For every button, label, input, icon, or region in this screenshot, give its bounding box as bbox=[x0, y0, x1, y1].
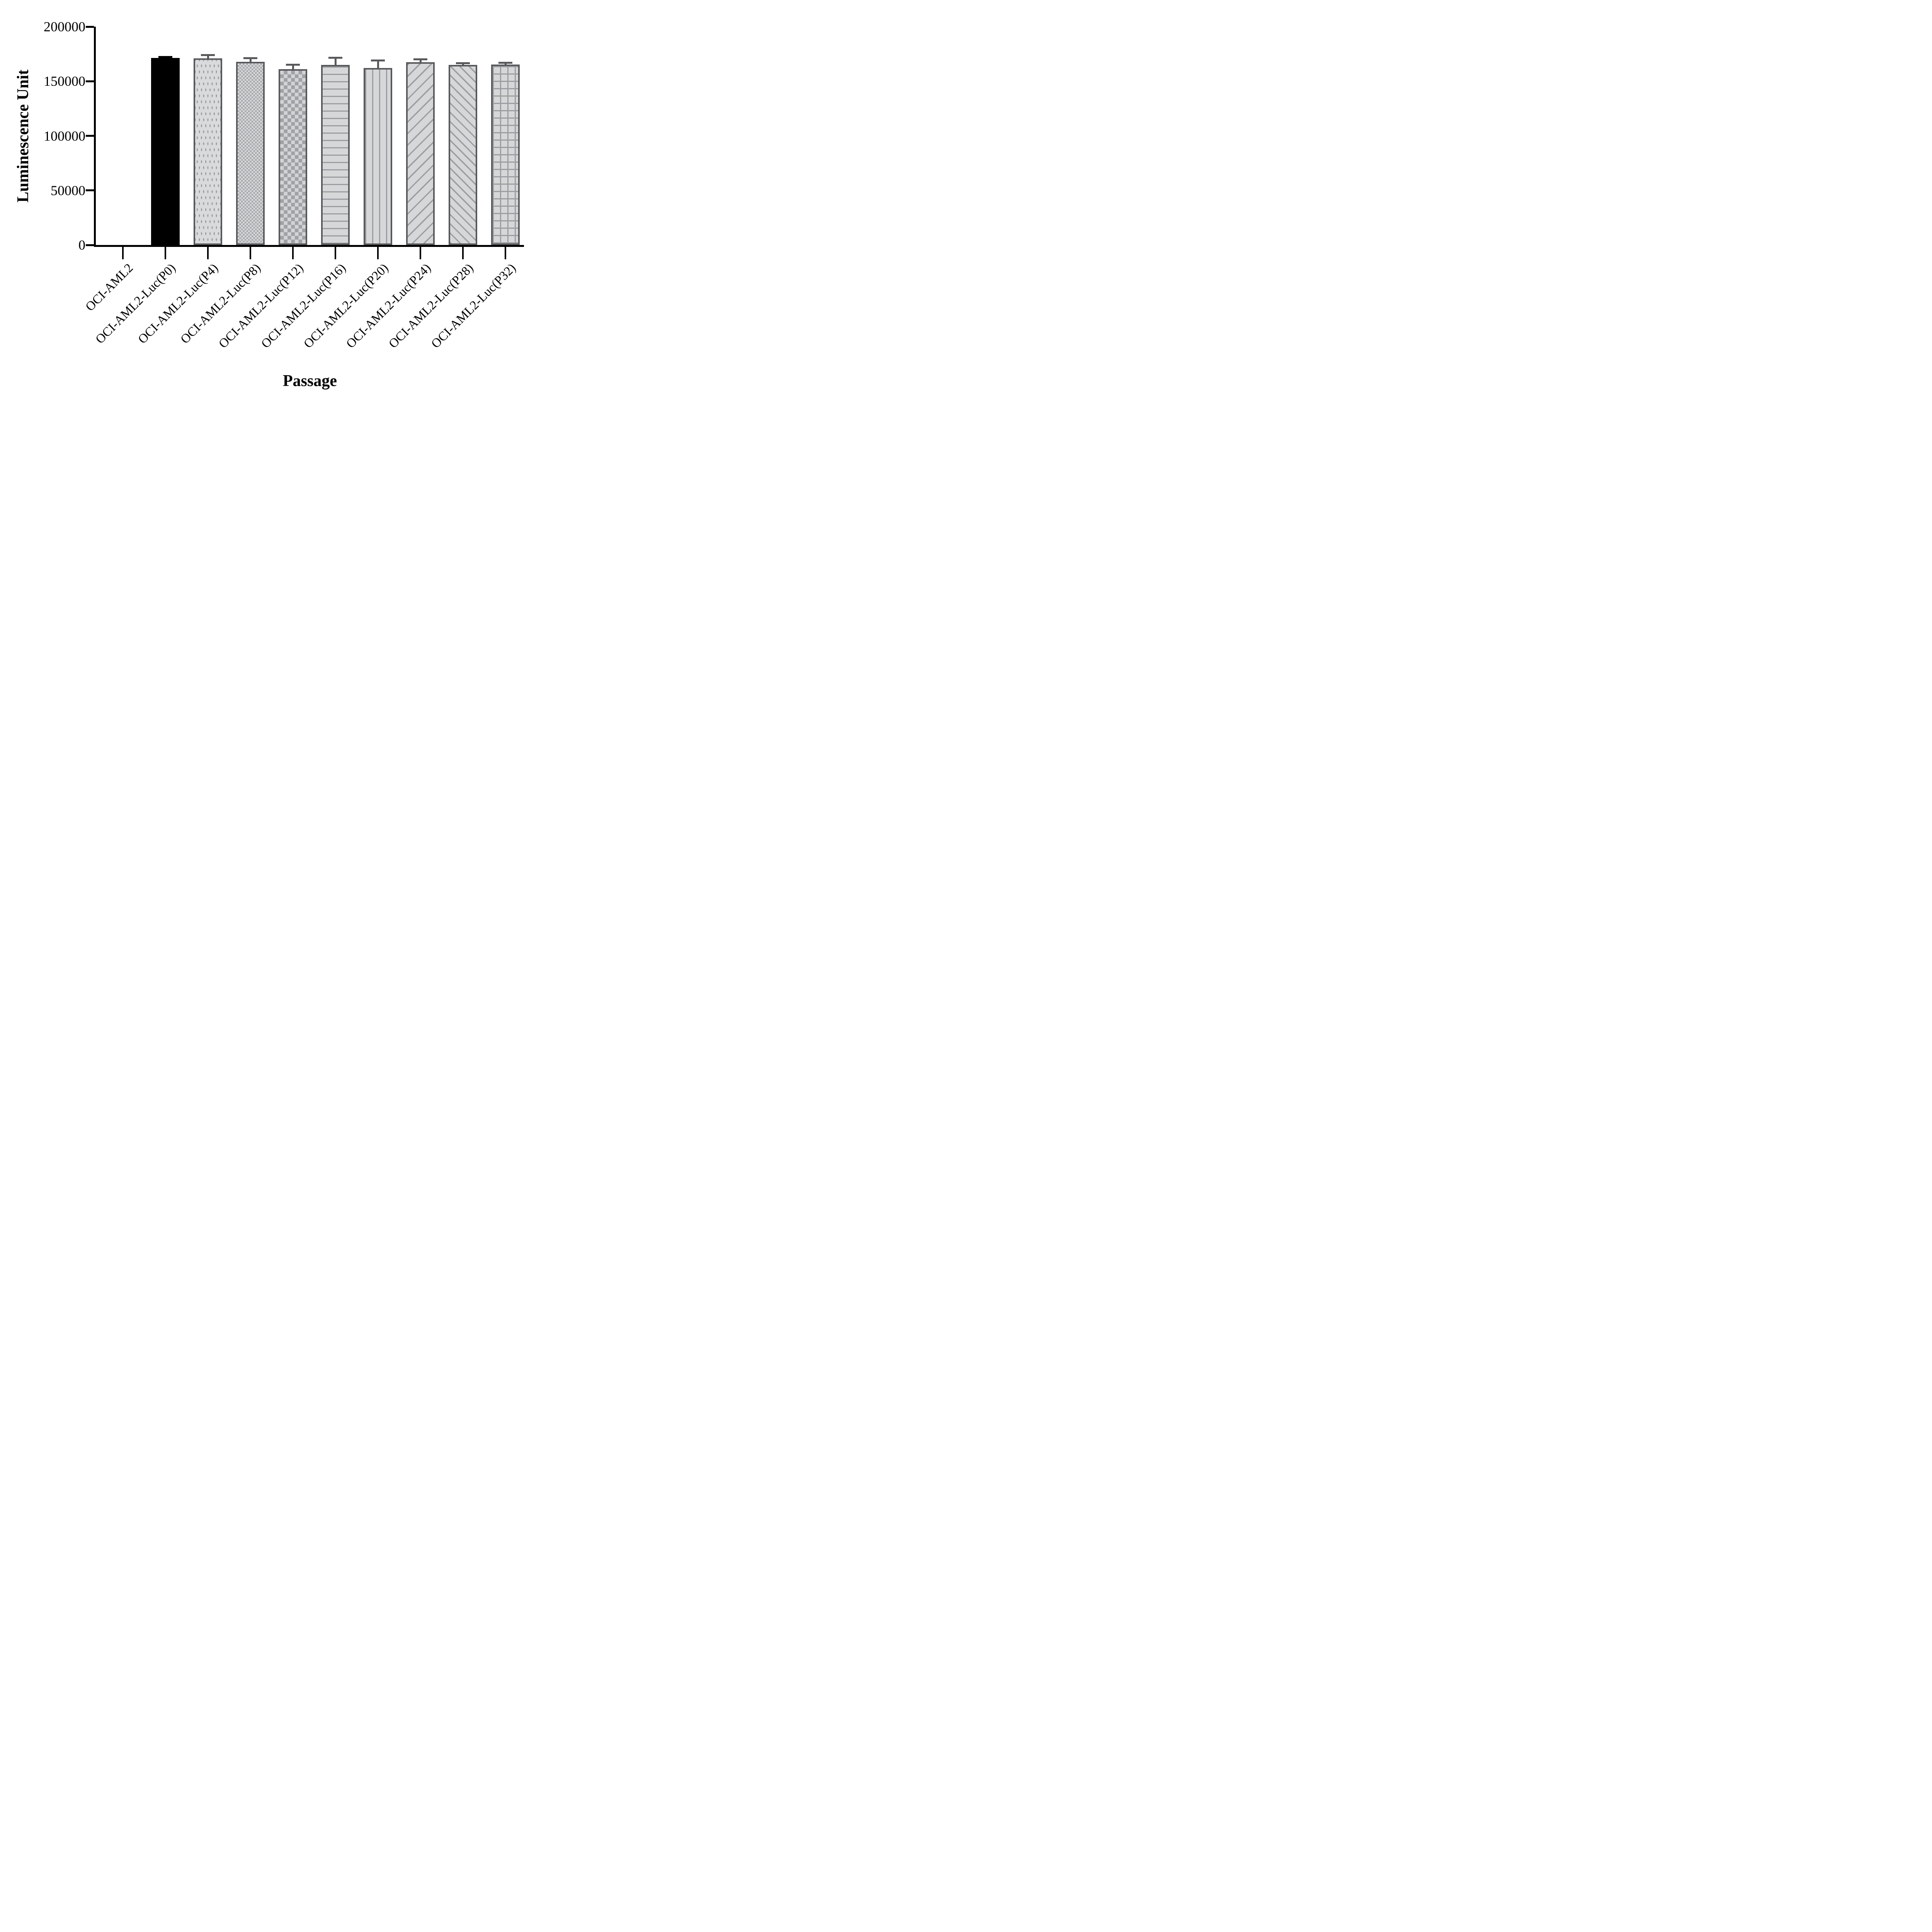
x-category-label: OCI-AML2-Luc(P12) bbox=[216, 261, 306, 351]
bar bbox=[364, 68, 392, 245]
y-tick-label: 0 bbox=[78, 237, 85, 253]
y-tick bbox=[86, 80, 94, 82]
x-category-label: OCI-AML2-Luc(P32) bbox=[429, 261, 519, 351]
x-category-label: OCI-AML2-Luc(P24) bbox=[344, 261, 434, 351]
error-bar-stem bbox=[377, 60, 379, 72]
x-axis-line bbox=[94, 245, 524, 247]
x-category-label: OCI-AML2-Luc(P0) bbox=[93, 261, 179, 347]
x-tick bbox=[292, 247, 294, 259]
bar bbox=[236, 61, 265, 245]
x-tick bbox=[207, 247, 209, 259]
bar bbox=[151, 58, 180, 245]
bar bbox=[406, 62, 435, 245]
error-bar-cap bbox=[371, 59, 385, 61]
error-bar-cap bbox=[456, 62, 470, 65]
error-bar-cap bbox=[243, 57, 257, 59]
error-bar-stem bbox=[334, 58, 337, 69]
x-tick bbox=[377, 247, 379, 259]
bar-chart: Luminescence Unit Passage 0 50000 100000 15… bbox=[0, 0, 569, 404]
error-bar-cap bbox=[498, 61, 512, 64]
y-axis-line bbox=[94, 27, 96, 245]
x-tick bbox=[505, 247, 506, 259]
y-tick-label: 50000 bbox=[51, 182, 85, 198]
bar bbox=[491, 64, 520, 245]
error-bar-cap bbox=[413, 58, 427, 60]
bar bbox=[449, 65, 477, 245]
error-bar-cap bbox=[158, 56, 172, 58]
x-tick bbox=[122, 247, 124, 259]
x-tick bbox=[165, 247, 166, 259]
bar bbox=[194, 58, 222, 245]
error-bar-cap bbox=[328, 56, 342, 59]
y-tick-label: 200000 bbox=[44, 19, 85, 34]
x-category-label: OCI-AML2-Luc(P16) bbox=[259, 261, 349, 351]
x-tick bbox=[420, 247, 421, 259]
y-tick bbox=[86, 26, 94, 28]
x-category-label: OCI-AML2-Luc(P28) bbox=[386, 261, 476, 351]
error-bar-stem bbox=[292, 65, 294, 73]
x-tick bbox=[462, 247, 464, 259]
y-tick-label: 100000 bbox=[44, 128, 85, 144]
error-bar-cap bbox=[286, 63, 300, 66]
x-category-label: OCI-AML2-Luc(P20) bbox=[301, 261, 391, 351]
y-tick-label: 150000 bbox=[44, 73, 85, 89]
error-bar-cap bbox=[201, 54, 215, 56]
x-category-label: OCI-AML2-Luc(P8) bbox=[178, 261, 264, 347]
x-tick bbox=[250, 247, 251, 259]
bar bbox=[321, 65, 350, 245]
bar bbox=[279, 69, 307, 245]
x-category-label: OCI-AML2-Luc(P4) bbox=[135, 261, 221, 347]
y-tick bbox=[86, 189, 94, 192]
y-tick bbox=[86, 135, 94, 137]
plot-area bbox=[86, 26, 524, 259]
x-tick bbox=[335, 247, 336, 259]
y-tick bbox=[86, 244, 94, 246]
x-axis-title: Passage bbox=[283, 372, 337, 390]
